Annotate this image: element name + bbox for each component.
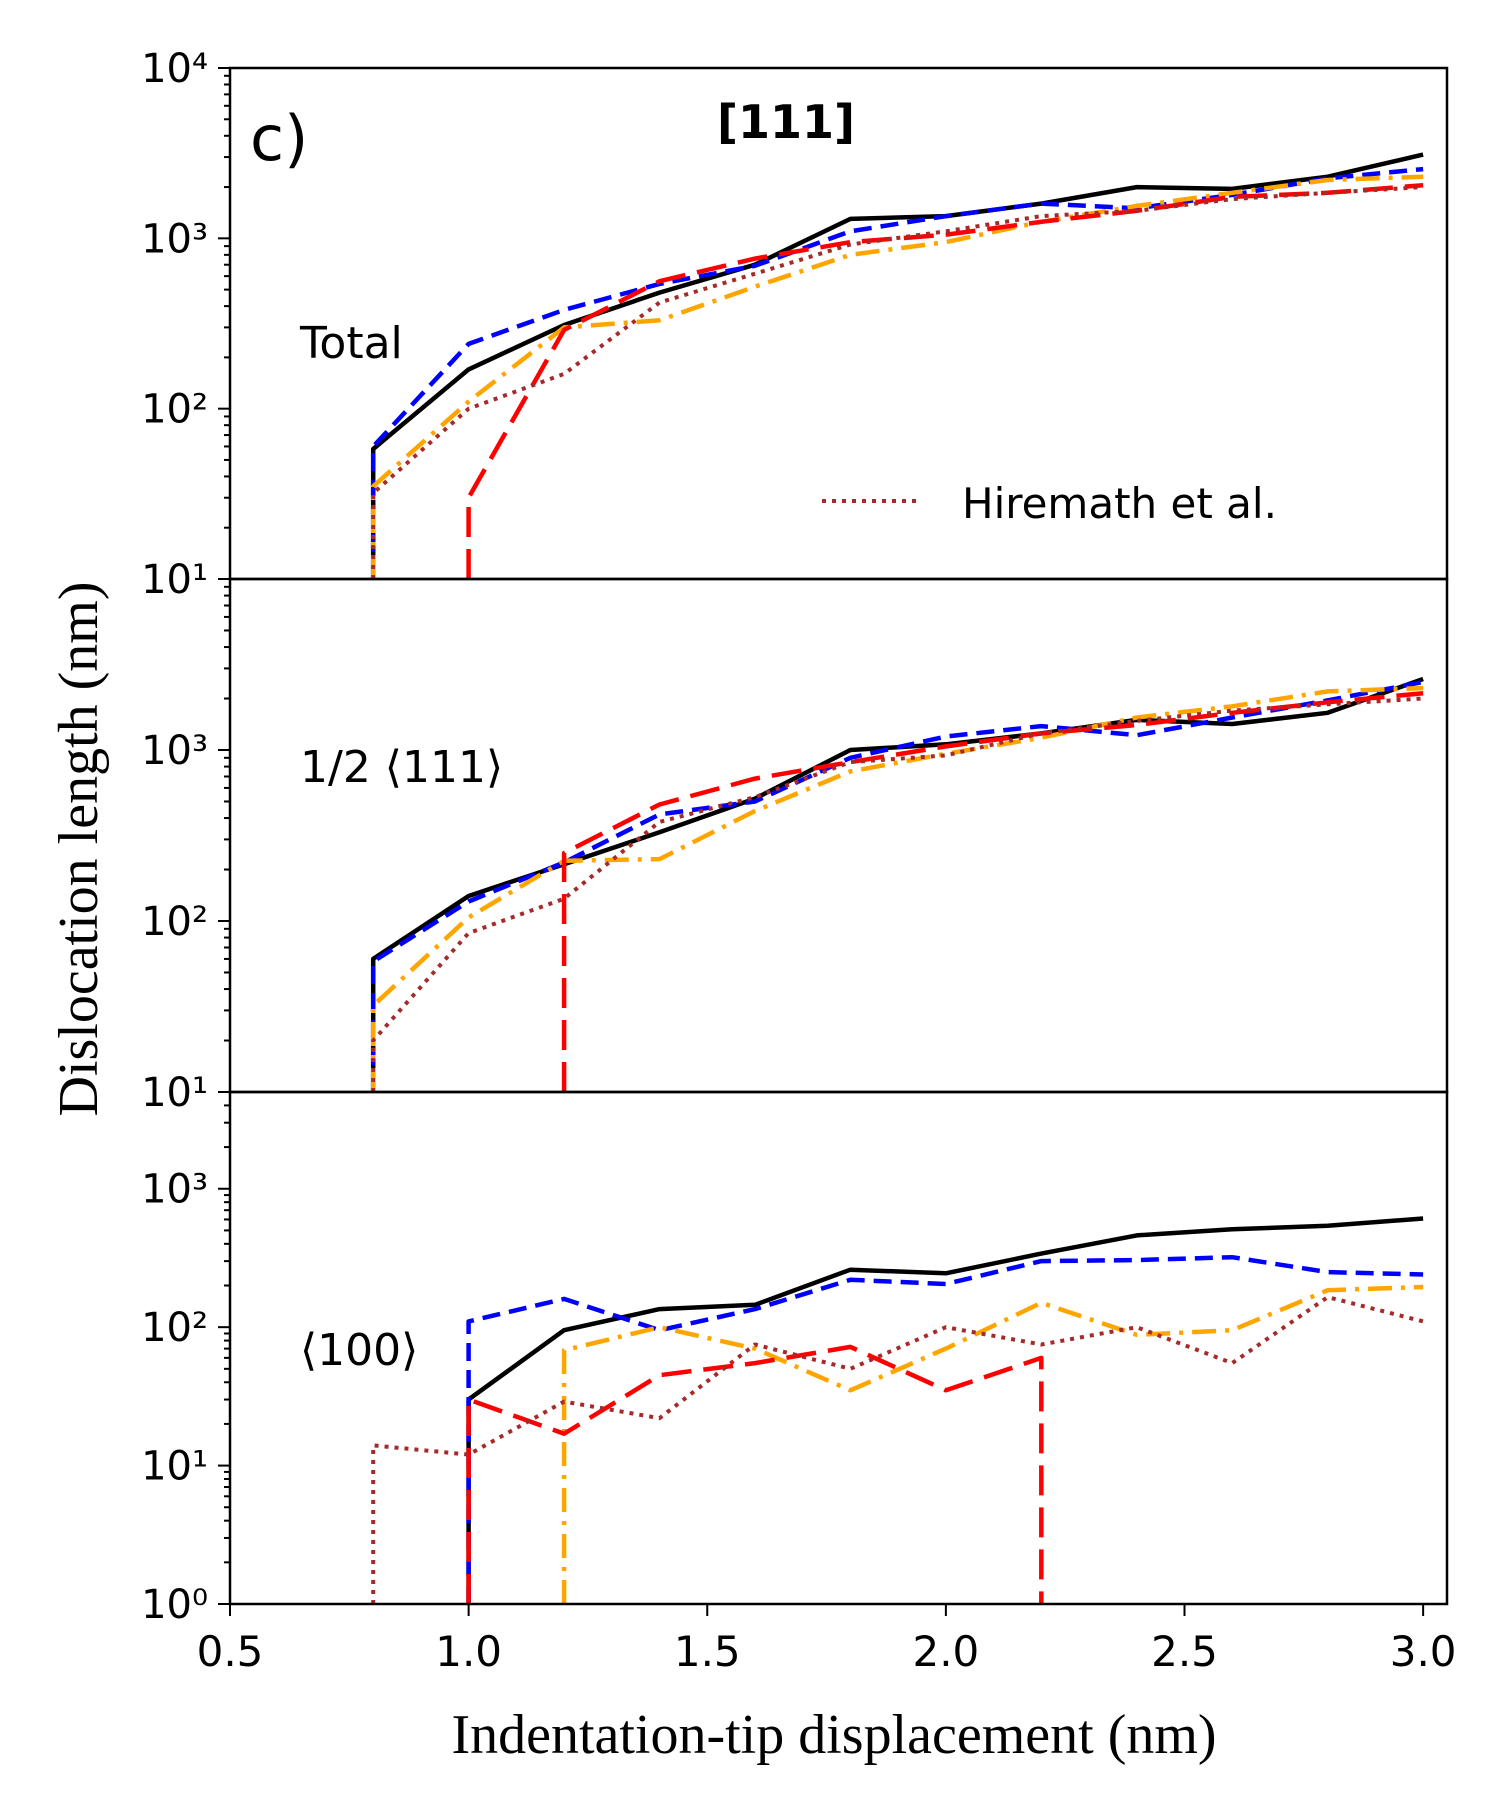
x-tick-label: 2.5: [1151, 1627, 1218, 1676]
panel-series-label: 1/2 ⟨111⟩: [300, 742, 503, 793]
series-line-red: [466, 182, 1424, 579]
series-line-black: [370, 676, 1424, 1092]
series-line-blue: [370, 679, 1424, 1092]
series-line-blue: [466, 1254, 1424, 1604]
y-tick-label: 10¹: [141, 1070, 208, 1116]
panel-3: ⟨100⟩: [218, 1090, 1449, 1616]
y-tick-label: 10⁰: [141, 1582, 208, 1628]
series-line-orange: [370, 685, 1424, 1092]
y-tick-label: 10²: [141, 899, 208, 945]
series-line-orange: [561, 1284, 1424, 1604]
series-group: [370, 152, 1424, 579]
series-group: [371, 1216, 1424, 1604]
legend-label: Hiremath et al.: [962, 479, 1277, 528]
y-tick-label: 10³: [141, 216, 208, 262]
axes-frame: [228, 577, 1449, 1094]
x-tick-label: 1.0: [435, 1627, 502, 1676]
series-line-hiremath-et-al: [371, 696, 1424, 1092]
panel-label: c): [250, 102, 308, 175]
x-tick-label: 3.0: [1390, 1627, 1457, 1676]
series-group: [370, 676, 1424, 1092]
panel-series-label: ⟨100⟩: [300, 1325, 418, 1376]
y-tick-label: 10³: [141, 1167, 208, 1213]
series-line-red: [561, 690, 1424, 1092]
series-line-black: [466, 1216, 1424, 1604]
legend: Hiremath et al.: [822, 479, 1277, 528]
x-tick-label: 0.5: [197, 1627, 264, 1676]
x-axis-label: Indentation-tip displacement (nm): [451, 1704, 1216, 1766]
series-line-orange: [370, 174, 1424, 579]
x-tick-label: 2.0: [912, 1627, 979, 1676]
y-axis-label: Dislocation length (nm): [48, 581, 110, 1116]
series-line-red: [466, 1344, 1044, 1604]
tick-labels: 10¹ 10² 10³ 10⁴ 10¹ 10² 10³ 10⁰ 10¹ 10² 10³ 0.5 1.0 1…: [141, 46, 1456, 1676]
y-tick-label: 10¹: [141, 557, 208, 603]
series-line-black: [370, 152, 1424, 579]
panel-series-label: Total: [299, 318, 403, 369]
x-tick-label: 1.5: [674, 1627, 741, 1676]
series-line-hiremath-et-al: [371, 1295, 1424, 1604]
y-tick-label: 10¹: [141, 1444, 208, 1490]
y-tick-label: 10³: [141, 728, 208, 774]
figure-title: [111]: [717, 95, 855, 149]
y-tick-label: 10²: [141, 387, 208, 433]
plot-area: Total 1/2 ⟨111⟩ ⟨100⟩: [218, 66, 1449, 1616]
y-tick-label: 10⁴: [141, 46, 208, 92]
y-tick-label: 10²: [141, 1305, 208, 1351]
panel-2: 1/2 ⟨111⟩: [218, 577, 1449, 1094]
series-line-hiremath-et-al: [371, 185, 1424, 579]
